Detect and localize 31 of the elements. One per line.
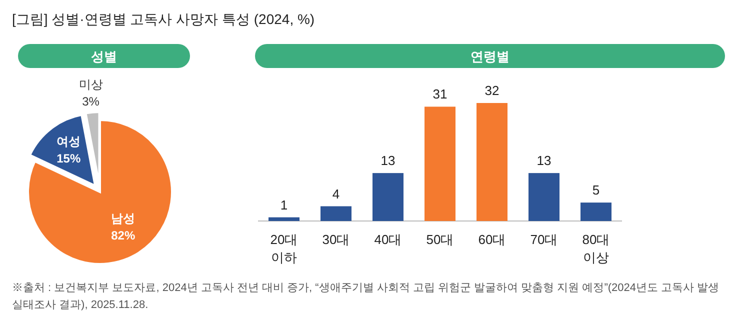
chart-subtitle: 성별 (91, 49, 117, 64)
x-tick-label: 30대 (322, 232, 350, 247)
x-tick-label: 50대 (426, 232, 454, 247)
data-label: 15% (56, 152, 81, 166)
bar (268, 217, 300, 221)
data-label: 32 (484, 83, 500, 98)
x-tick-label: 60대 (478, 232, 506, 247)
data-label: 82% (111, 228, 136, 242)
slice-label: 남성 (111, 211, 136, 226)
data-label: 31 (432, 86, 448, 102)
x-tick-label: 20대 이하 (270, 232, 298, 265)
slice-label: 여성 (56, 134, 81, 149)
data-label: 5 (592, 182, 600, 198)
bar (320, 206, 352, 221)
bar (580, 202, 612, 221)
bar (476, 103, 508, 221)
chart-title: [그림] 성별·연령별 고독사 사망자 특성 (2024, %) (12, 11, 315, 27)
x-tick-label: 80대 이상 (582, 232, 610, 265)
data-label: 13 (380, 153, 396, 168)
slice-label: 미상 (78, 77, 103, 92)
data-label: 13 (536, 153, 552, 168)
x-tick-label: 70대 (530, 232, 558, 247)
bar (372, 173, 404, 221)
bar (424, 106, 456, 221)
x-tick-label: 40대 (374, 232, 402, 247)
chart-title: 연령별 (470, 49, 510, 64)
text: ※출처 : 보건복지부 보도자료, 2024년 고독사 전년 대비 증가, “생애주기별 사회적 고립 위험군 발굴하여 맞춤형 지원 예정”(2024년도 고독사 발생 실태조사 결과), 2025.11.28. (12, 281, 720, 313)
bar (528, 173, 560, 221)
data-label: 3% (82, 94, 100, 108)
data-label: 4 (332, 186, 340, 202)
data-label: 1 (280, 197, 288, 212)
